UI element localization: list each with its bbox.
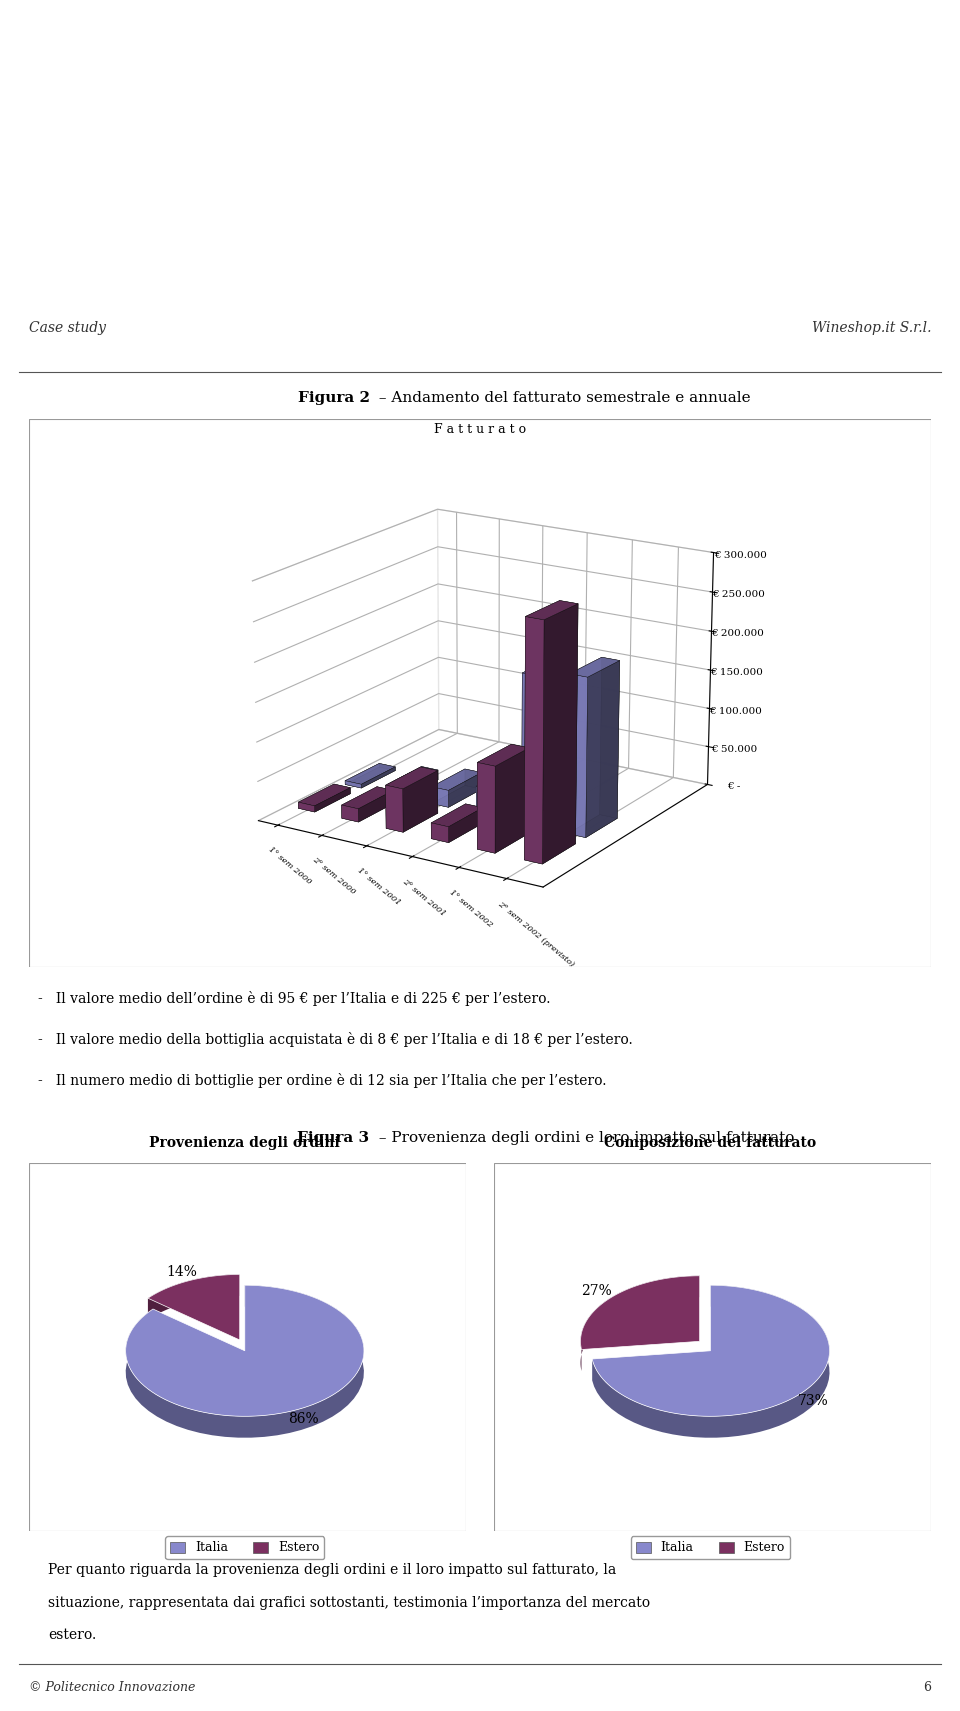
Title: F a t t u r a t o: F a t t u r a t o (434, 423, 526, 436)
Text: estero.: estero. (48, 1627, 96, 1641)
Text: Case study: Case study (29, 322, 106, 335)
Text: Figura 2: Figura 2 (298, 390, 370, 406)
Polygon shape (592, 1285, 829, 1437)
Text: 6: 6 (924, 1682, 931, 1694)
Text: situazione, rappresentata dai grafici sottostanti, testimonia l’importanza del m: situazione, rappresentata dai grafici so… (48, 1595, 650, 1610)
Title: Provenienza degli ordini: Provenienza degli ordini (150, 1136, 340, 1150)
Text: Wineshop.it S.r.l.: Wineshop.it S.r.l. (812, 322, 931, 335)
Text: 27%: 27% (582, 1285, 612, 1299)
Polygon shape (126, 1285, 364, 1417)
Polygon shape (126, 1285, 364, 1437)
Text: -   Il valore medio dell’ordine è di 95 € per l’Italia e di 225 € per l’estero.: - Il valore medio dell’ordine è di 95 € … (38, 991, 551, 1006)
Text: Figura 3: Figura 3 (298, 1131, 370, 1145)
Polygon shape (148, 1275, 240, 1319)
Polygon shape (148, 1275, 240, 1340)
Text: – Andamento del fatturato semestrale e annuale: – Andamento del fatturato semestrale e a… (374, 390, 751, 406)
Text: © Politecnico Innovazione: © Politecnico Innovazione (29, 1682, 195, 1694)
Text: – Provenienza degli ordini e loro impatto sul fatturato: – Provenienza degli ordini e loro impatt… (374, 1131, 795, 1145)
Text: -   Il valore medio della bottiglia acquistata è di 8 € per l’Italia e di 18 € p: - Il valore medio della bottiglia acquis… (38, 1032, 634, 1047)
Text: 86%: 86% (288, 1412, 319, 1425)
Text: 73%: 73% (798, 1394, 828, 1408)
Legend: Italia, Estero: Italia, Estero (631, 1536, 790, 1559)
Title: Composizione del fatturato: Composizione del fatturato (605, 1136, 816, 1150)
Polygon shape (592, 1285, 829, 1417)
Polygon shape (581, 1276, 700, 1371)
Text: 14%: 14% (166, 1264, 197, 1278)
Polygon shape (581, 1276, 700, 1350)
Legend: Italia, Estero: Italia, Estero (165, 1536, 324, 1559)
Text: -   Il numero medio di bottiglie per ordine è di 12 sia per l’Italia che per l’e: - Il numero medio di bottiglie per ordin… (38, 1073, 607, 1088)
Text: Per quanto riguarda la provenienza degli ordini e il loro impatto sul fatturato,: Per quanto riguarda la provenienza degli… (48, 1564, 616, 1578)
